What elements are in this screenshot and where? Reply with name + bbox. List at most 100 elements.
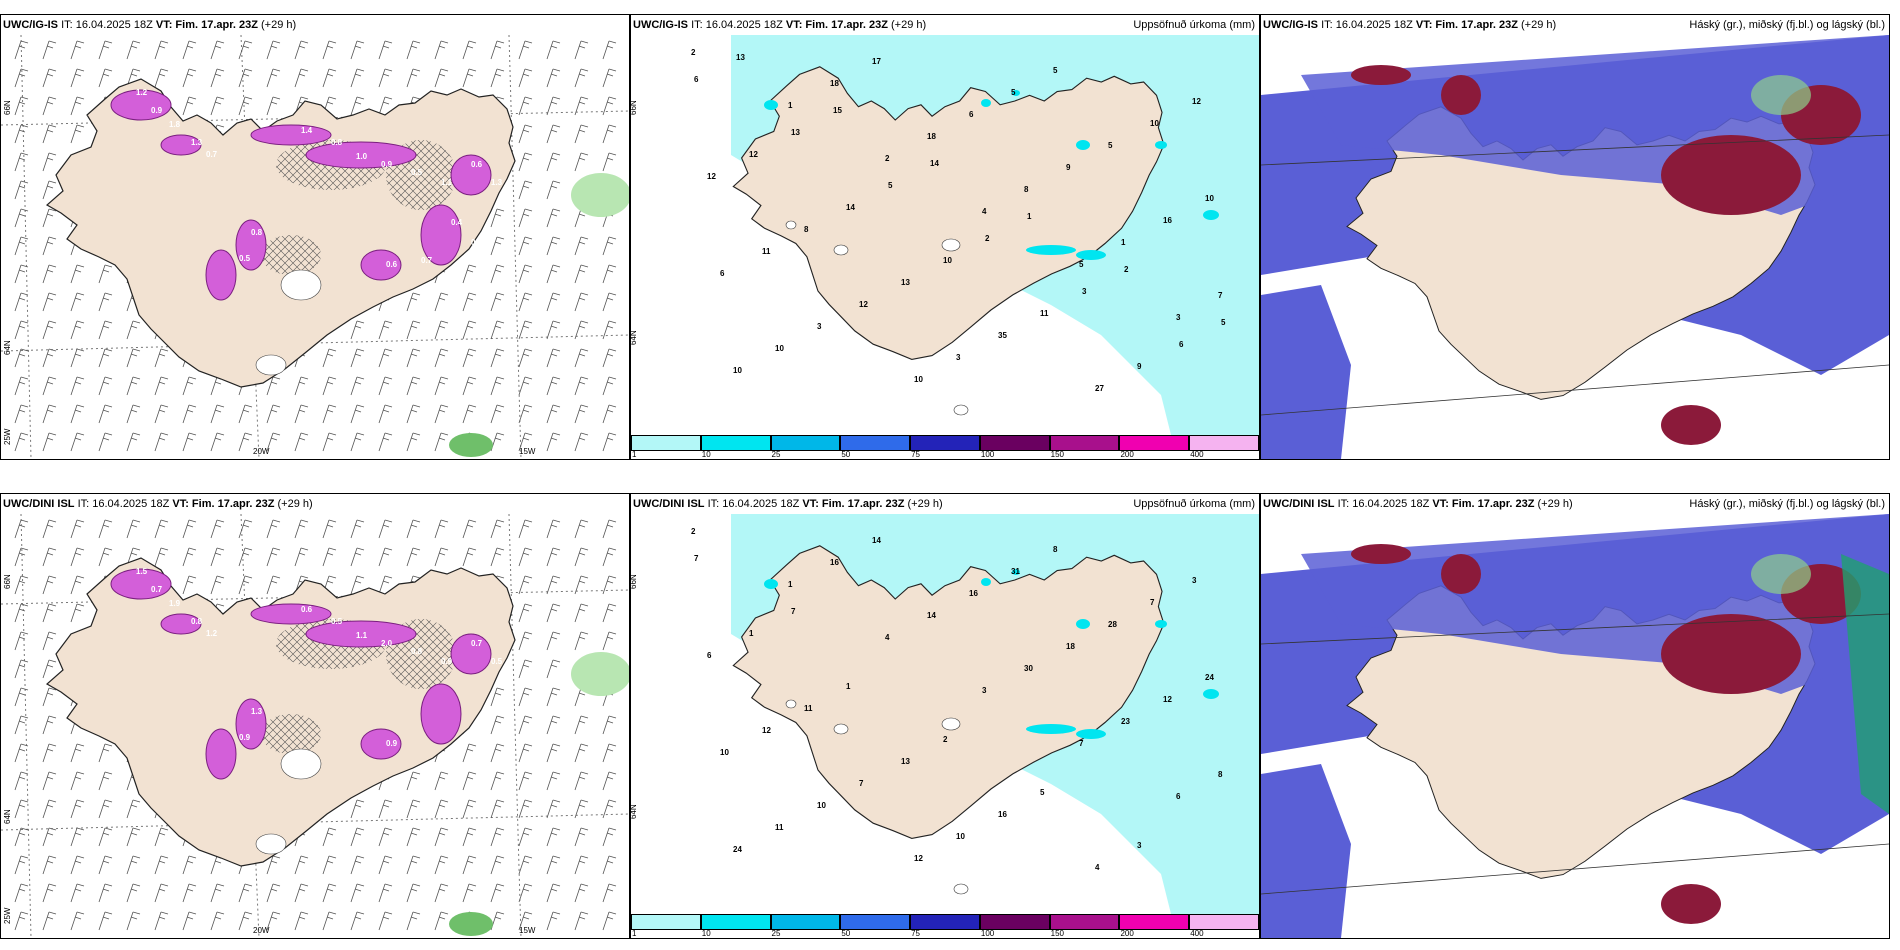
wind-barb (406, 404, 421, 424)
wind-barb (378, 96, 393, 116)
wind-barb (42, 348, 57, 368)
wind-barb (546, 883, 561, 903)
wind-barb (602, 603, 617, 623)
wind-barb (294, 404, 309, 424)
lon-label-25: 25W (3, 907, 12, 924)
wind-barb (238, 883, 253, 903)
wind-barb (518, 519, 533, 539)
precip-map: 2 1 4 3 7 6 24 16 14 30 23 8 11 14 16 18 12 10 10 12 31 28 24 1… (631, 514, 1259, 914)
wind-barb (406, 771, 421, 791)
precip-value: 24 (733, 845, 742, 854)
wind-barb (350, 883, 365, 903)
colorbar-tick: 10 (701, 929, 711, 938)
wind-barb (14, 799, 29, 819)
wind-barb (294, 40, 309, 60)
wind-barb (266, 404, 281, 424)
precip-area-medium (1076, 140, 1090, 150)
precip-blob (110, 89, 172, 121)
wind-barb (490, 68, 505, 88)
wind-barb (98, 348, 113, 368)
wind-barb (154, 827, 169, 847)
wind-barb (574, 40, 589, 60)
wind-barb (574, 348, 589, 368)
low-cloud-blue (1261, 764, 1351, 938)
wind-barb (14, 40, 29, 60)
precip-value: 4 (982, 207, 987, 216)
wind-barb (518, 152, 533, 172)
wind-barb (182, 547, 197, 567)
wind-barb (574, 96, 589, 116)
wind-barb (154, 911, 169, 931)
wind-map: 1.2 0.9 1.8 1.3 0.7 1.4 0.8 1.0 0.9 0.5 1.1 0.6 1.3 0… (1, 35, 629, 459)
precip-value: 8 (804, 225, 809, 234)
wind-barb (350, 348, 365, 368)
wind-barb (322, 404, 337, 424)
colorbar-tick: 100 (980, 450, 995, 459)
colorbar-tick: 50 (841, 929, 851, 938)
wind-barb (462, 547, 477, 567)
colorbar-tick: 1 (632, 929, 637, 938)
precip-area-medium (764, 579, 778, 589)
precip-blob (450, 633, 492, 675)
wind-barb (266, 432, 281, 452)
colorbar-tick: 10 (701, 450, 711, 459)
wind-value: 0.8 (411, 647, 423, 656)
precip-value: 5 (1079, 260, 1084, 269)
wind-barb (462, 40, 477, 60)
precip-value: 11 (1040, 309, 1049, 318)
wind-barb (14, 855, 29, 875)
wind-barb (350, 432, 365, 452)
grid-line (1261, 613, 1889, 645)
wind-barb (546, 180, 561, 200)
precip-value: 1 (1027, 212, 1032, 221)
wind-barb (574, 827, 589, 847)
wind-barb (42, 883, 57, 903)
precip-value: 3 (956, 353, 961, 362)
wind-barb (322, 827, 337, 847)
wind-barb (434, 855, 449, 875)
wind-barb (70, 827, 85, 847)
wind-barb (462, 743, 477, 763)
wind-barb (518, 827, 533, 847)
colorbar-swatch (770, 914, 841, 930)
wind-barb (70, 40, 85, 60)
wind-barb (238, 404, 253, 424)
wind-barb (42, 855, 57, 875)
precip-area-medium (1026, 245, 1076, 255)
wind-barb (238, 547, 253, 567)
wind-barb (406, 292, 421, 312)
wind-barb (42, 404, 57, 424)
wind-barb (14, 715, 29, 735)
longitude-line (20, 35, 32, 459)
wind-barb (490, 519, 505, 539)
wind-barb (70, 771, 85, 791)
glacier (785, 699, 797, 709)
wind-barb (98, 376, 113, 396)
wind-barb (434, 799, 449, 819)
wind-barb (602, 715, 617, 735)
lat-label-66: 66N (3, 574, 12, 589)
wind-value: 0.8 (191, 617, 203, 626)
wind-barb (602, 264, 617, 284)
wind-barb (14, 264, 29, 284)
wind-barb (602, 743, 617, 763)
colorbar-swatch (1189, 914, 1259, 930)
wind-barb (42, 771, 57, 791)
colorbar-tick: 50 (841, 450, 851, 459)
panel-wind-bottom: UWC/DINI ISL IT: 16.04.2025 18Z VT: Fim.… (0, 493, 630, 939)
panel-header: UWC/IG-IS IT: 16.04.2025 18Z VT: Fim. 17… (1263, 19, 1557, 31)
hatched-area (261, 714, 321, 754)
wind-barb (546, 771, 561, 791)
wind-barb (574, 743, 589, 763)
colorbar-swatch (700, 435, 771, 451)
wind-barb (210, 96, 225, 116)
high-cloud-red (1351, 544, 1411, 564)
precip-value: 12 (1192, 97, 1201, 106)
wind-barb (266, 547, 281, 567)
wind-barb (322, 547, 337, 567)
lat-label-65: 66N (630, 574, 638, 589)
precip-area-medium (1076, 619, 1090, 629)
wind-value: 1.2 (136, 88, 148, 97)
wind-barb (98, 404, 113, 424)
wind-barb (434, 911, 449, 931)
